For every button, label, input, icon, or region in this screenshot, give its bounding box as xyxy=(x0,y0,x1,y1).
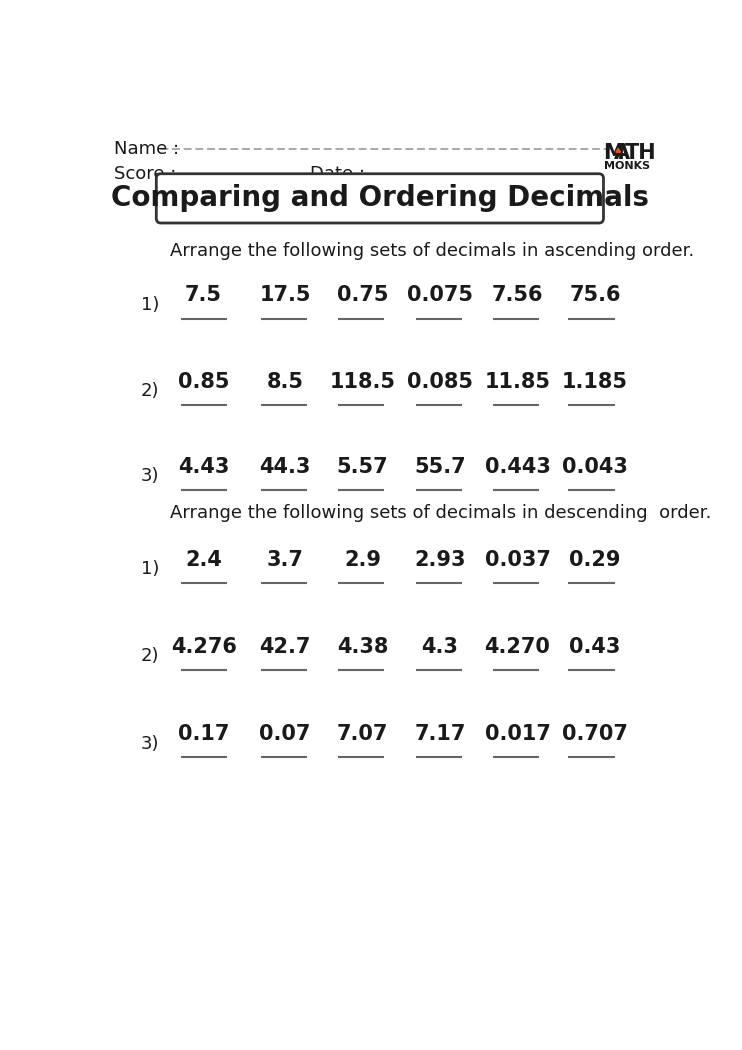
Text: 0.043: 0.043 xyxy=(562,457,628,477)
Polygon shape xyxy=(616,148,620,152)
Text: 0.017: 0.017 xyxy=(485,724,551,744)
Text: 75.6: 75.6 xyxy=(569,286,621,306)
Text: Score :: Score : xyxy=(114,165,177,183)
Text: 7.07: 7.07 xyxy=(337,724,388,744)
Text: 2): 2) xyxy=(141,382,160,400)
Text: 0.707: 0.707 xyxy=(562,724,628,744)
Text: 4.43: 4.43 xyxy=(178,457,229,477)
Text: 0.29: 0.29 xyxy=(569,549,621,569)
Text: 0.43: 0.43 xyxy=(569,636,620,656)
Text: Name :: Name : xyxy=(114,140,180,159)
Text: 7.5: 7.5 xyxy=(185,286,222,306)
Text: 11.85: 11.85 xyxy=(485,372,551,392)
Text: 55.7: 55.7 xyxy=(414,457,466,477)
Text: M: M xyxy=(603,143,623,163)
Text: 42.7: 42.7 xyxy=(259,636,311,656)
Text: 0.75: 0.75 xyxy=(337,286,388,306)
Text: 0.85: 0.85 xyxy=(178,372,229,392)
Text: 2.9: 2.9 xyxy=(344,549,381,569)
Text: 7.56: 7.56 xyxy=(492,286,543,306)
Text: Date :: Date : xyxy=(309,165,365,183)
Text: Comparing and Ordering Decimals: Comparing and Ordering Decimals xyxy=(111,185,649,212)
Text: 2): 2) xyxy=(141,647,160,665)
Text: 1): 1) xyxy=(141,296,160,314)
Text: TH: TH xyxy=(625,143,656,163)
Text: 0.037: 0.037 xyxy=(485,549,551,569)
Text: 8.5: 8.5 xyxy=(266,372,303,392)
Text: 4.3: 4.3 xyxy=(421,636,459,656)
Text: 0.17: 0.17 xyxy=(178,724,229,744)
Text: 4.270: 4.270 xyxy=(485,636,551,656)
Text: 0.075: 0.075 xyxy=(407,286,473,306)
Text: 3.7: 3.7 xyxy=(266,549,303,569)
Text: 0.443: 0.443 xyxy=(485,457,551,477)
Text: 1): 1) xyxy=(141,560,160,578)
Text: 7.17: 7.17 xyxy=(414,724,466,744)
Text: MONKS: MONKS xyxy=(604,161,651,171)
FancyBboxPatch shape xyxy=(157,173,603,223)
Text: 5.57: 5.57 xyxy=(337,457,388,477)
Text: 4.38: 4.38 xyxy=(337,636,388,656)
Text: 0.085: 0.085 xyxy=(407,372,473,392)
Text: 3): 3) xyxy=(141,467,160,485)
Text: 2.4: 2.4 xyxy=(186,549,222,569)
Text: 1.185: 1.185 xyxy=(562,372,628,392)
Text: 3): 3) xyxy=(141,735,160,753)
Text: 4.276: 4.276 xyxy=(171,636,237,656)
Text: 0.07: 0.07 xyxy=(259,724,311,744)
Text: Arrange the following sets of decimals in descending  order.: Arrange the following sets of decimals i… xyxy=(170,504,712,522)
Text: 44.3: 44.3 xyxy=(259,457,311,477)
Text: 118.5: 118.5 xyxy=(329,372,395,392)
Text: 2.93: 2.93 xyxy=(414,549,466,569)
Text: Arrange the following sets of decimals in ascending order.: Arrange the following sets of decimals i… xyxy=(170,242,695,259)
Text: 17.5: 17.5 xyxy=(259,286,311,306)
Text: A: A xyxy=(614,143,630,163)
